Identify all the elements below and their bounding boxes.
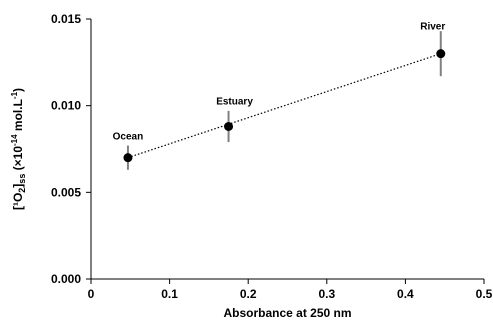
x-tick-label: 0.2	[240, 287, 257, 301]
x-tick-label: 0.4	[397, 287, 414, 301]
point-label: River	[420, 22, 445, 33]
axes	[90, 19, 484, 280]
y-title-units-a: (×10	[11, 146, 25, 174]
y-tick-label: 0.015	[51, 12, 81, 26]
ticks: 0.000 0.005 0.010 0.015 0 0.1 0.2 0.3 0.4 0.5	[51, 12, 493, 301]
x-tick-label: 0.1	[161, 287, 178, 301]
data-point	[436, 49, 446, 59]
y-title-units-b: mol.L	[11, 99, 25, 134]
trendline	[127, 53, 441, 159]
y-tick-label: 0.010	[51, 99, 81, 113]
point-label: Ocean	[113, 132, 144, 143]
point-labels-group: Ocean Estuary River	[113, 22, 446, 143]
y-tick-label: 0.000	[51, 272, 81, 286]
y-title-close: ]	[11, 184, 25, 188]
y-title-sub2: 2	[17, 188, 27, 193]
y-title-main: [¹O	[11, 193, 25, 210]
x-tick-label: 0	[88, 287, 95, 301]
data-point	[224, 121, 234, 131]
point-label: Estuary	[216, 96, 253, 107]
y-title-exp-a: -14	[10, 134, 19, 146]
x-tick-label: 0.5	[476, 287, 493, 301]
y-title-subss: ss	[17, 174, 27, 184]
y-tick-label: 0.005	[51, 185, 81, 199]
y-axis-title: [¹O2]ss (×10-14 mol.L-1)	[10, 88, 27, 210]
data-point	[123, 153, 133, 163]
x-axis-title: Absorbance at 250 nm	[223, 306, 351, 320]
y-title-units-c: )	[11, 88, 25, 92]
x-tick-label: 0.3	[318, 287, 335, 301]
y-title-exp-b: -1	[10, 91, 19, 99]
trendline-group	[127, 53, 441, 159]
errorbars-group	[126, 31, 442, 170]
points-group	[123, 49, 446, 163]
